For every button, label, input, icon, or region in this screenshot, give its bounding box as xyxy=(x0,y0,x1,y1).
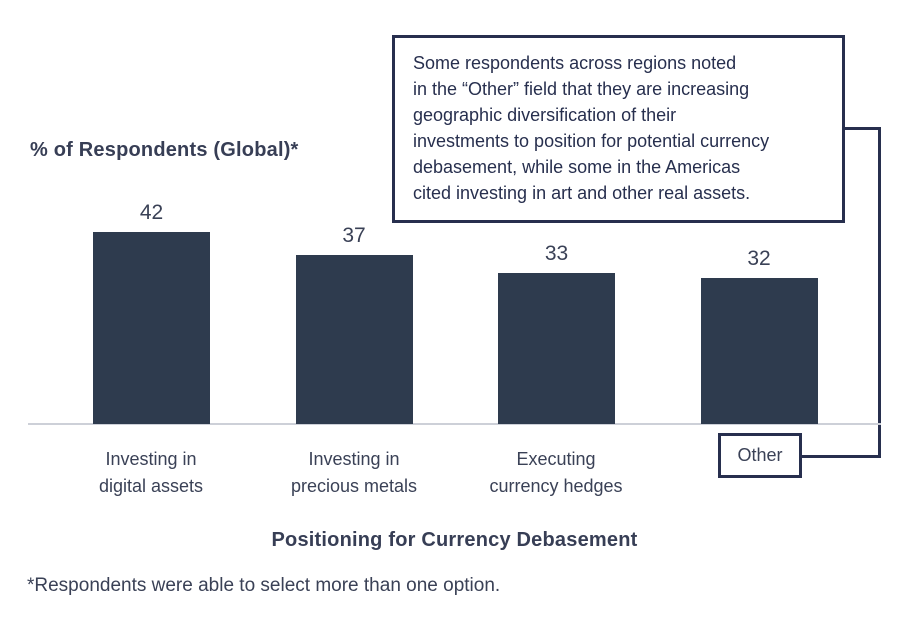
category-label: Investing in precious metals xyxy=(244,446,464,500)
category-label-line: Executing xyxy=(516,449,596,469)
footnote: *Respondents were able to select more th… xyxy=(27,575,501,596)
callout-line: in the “Other” field that they are incre… xyxy=(413,79,750,99)
category-label-line: Investing in xyxy=(308,449,400,469)
callout-line: investments to position for potential cu… xyxy=(413,131,770,151)
category-label: Investing in digital assets xyxy=(41,446,261,500)
callout-line: cited investing in art and other real as… xyxy=(413,183,751,203)
callout-connector-top xyxy=(843,127,881,130)
bar xyxy=(295,255,413,424)
bar-value-label: 33 xyxy=(544,242,569,265)
bar xyxy=(700,278,818,424)
category-label-line: Investing in xyxy=(105,449,197,469)
x-axis-line xyxy=(28,423,881,425)
bar-value-label: 42 xyxy=(139,201,164,224)
category-label: Executing currency hedges xyxy=(446,446,666,500)
chart-title: % of Respondents (Global)* xyxy=(30,139,299,161)
category-label-line: digital assets xyxy=(98,476,204,496)
callout-box: Some respondents across regions noted in … xyxy=(392,35,845,223)
other-label: Other xyxy=(737,445,783,465)
callout-line: geographic diversification of their xyxy=(413,105,677,125)
x-axis-title: Positioning for Currency Debasement xyxy=(271,529,638,551)
bar-value-label: 32 xyxy=(747,247,771,270)
callout-connector-vertical xyxy=(878,127,881,458)
callout-line: Some respondents across regions noted xyxy=(413,53,737,73)
bar xyxy=(93,232,210,424)
bar-value-label: 37 xyxy=(342,224,366,247)
callout-line: debasement, while some in the Americas xyxy=(413,157,741,177)
category-label-line: precious metals xyxy=(290,476,418,496)
callout-connector-bottom xyxy=(801,455,881,458)
other-label-box: Other xyxy=(718,433,802,478)
bar xyxy=(498,273,615,424)
category-label-line: currency hedges xyxy=(489,476,623,496)
